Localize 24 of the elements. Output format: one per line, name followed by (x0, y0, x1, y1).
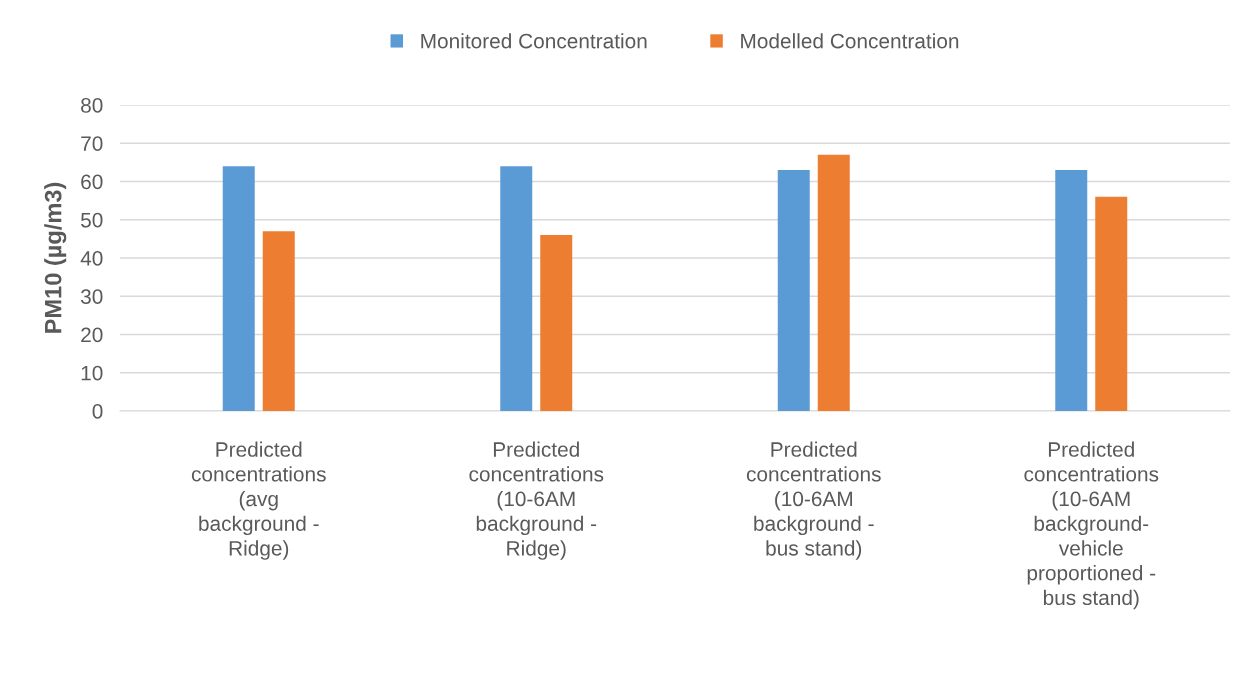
bar (1055, 170, 1088, 411)
x-tick-label: Predicted concentrations (10-6AM background - bus stand) (746, 441, 881, 560)
bar (222, 166, 255, 411)
y-tick-label: 10 (81, 365, 103, 381)
x-tick-label: Predicted concentrations (avg background - Ridge) (191, 441, 326, 560)
bar (817, 154, 850, 411)
bar (540, 235, 573, 411)
bar (262, 231, 295, 411)
legend-label: Monitored Concentration (421, 33, 647, 49)
bar (777, 170, 810, 411)
y-tick-label: 60 (81, 174, 103, 190)
y-tick-label: 40 (80, 251, 103, 266)
y-tick-label: 80 (81, 98, 103, 113)
y-tick-label: 50 (81, 212, 103, 228)
y-tick-label: 70 (81, 136, 103, 151)
y-tick-label: 20 (81, 327, 103, 343)
x-tick-label: Predicted concentrations (10-6AM background - Ridge) (469, 441, 604, 560)
legend-label: Modelled Concentration (741, 33, 959, 49)
y-tick-label: 0 (92, 404, 103, 419)
y-axis-title: PM10 (µg/m3) (44, 182, 67, 333)
x-tick-label: Predicted concentrations (10-6AM background- vehicle proportioned - bus stand) (1024, 441, 1159, 610)
y-tick-label: 30 (80, 289, 103, 304)
bar (1095, 196, 1128, 411)
bar (500, 166, 533, 411)
